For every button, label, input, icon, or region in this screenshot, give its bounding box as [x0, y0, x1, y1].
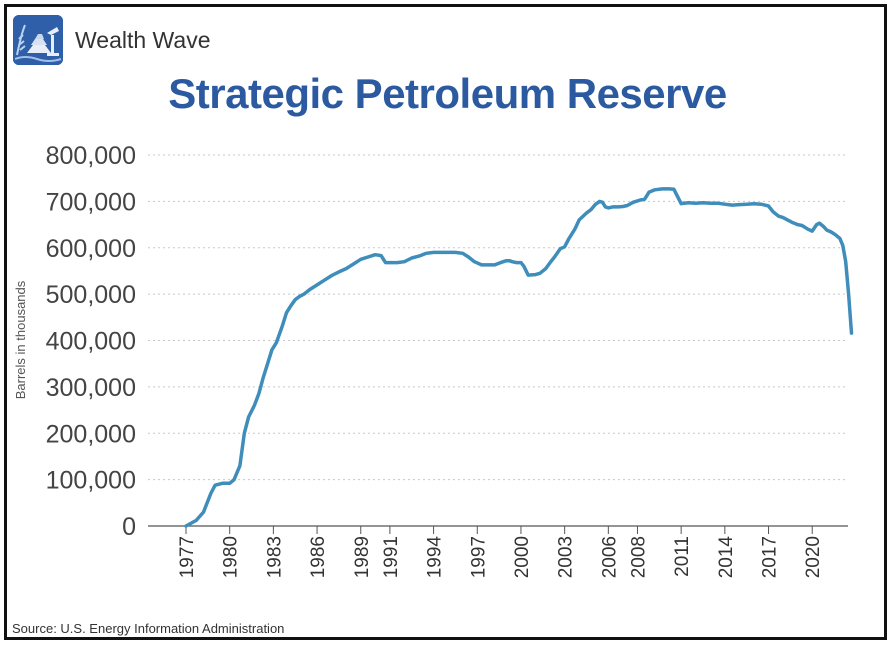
x-tick-label: 1977	[177, 536, 198, 578]
chart-title: Strategic Petroleum Reserve	[168, 70, 727, 117]
y-tick-label: 700,000	[46, 188, 136, 216]
y-tick-label: 200,000	[46, 420, 136, 448]
y-tick-label: 500,000	[46, 281, 136, 309]
x-tick-label: 1980	[221, 536, 242, 578]
x-axis-ticks: 1977 1980 1983 1986 1989 1991 1994 1997 2000 2003…	[177, 526, 824, 578]
x-tick-label: 2003	[556, 536, 577, 578]
y-tick-label: 100,000	[46, 467, 136, 495]
y-tick-label: 300,000	[46, 374, 136, 402]
x-tick-label: 1989	[352, 536, 373, 578]
source-note: Source: U.S. Energy Information Administ…	[12, 621, 285, 636]
x-tick-label: 2014	[716, 536, 737, 579]
x-tick-label: 2000	[512, 536, 533, 578]
x-tick-label: 2008	[628, 536, 649, 578]
x-tick-label: 1983	[264, 536, 285, 578]
x-tick-label: 2017	[760, 536, 781, 578]
wealth-wave-logo-icon	[13, 15, 63, 65]
y-tick-label: 600,000	[46, 235, 136, 263]
y-tick-label: 400,000	[46, 328, 136, 356]
x-tick-label: 1991	[381, 536, 402, 578]
brand: Wealth Wave	[13, 14, 211, 66]
grid-lines	[148, 154, 848, 481]
x-tick-label: 1986	[308, 536, 329, 578]
x-tick-label: 2006	[599, 536, 620, 578]
chart-frame	[4, 4, 887, 640]
y-tick-label: 800,000	[46, 142, 136, 170]
y-axis-ticks: 0 100,000 200,000 300,000 400,000 500,000 600,…	[46, 142, 136, 541]
x-tick-label: 1994	[425, 536, 446, 579]
brand-name: Wealth Wave	[75, 26, 211, 53]
y-tick-label: 0	[122, 513, 136, 541]
y-axis-label: Barrels in thousands	[13, 280, 28, 399]
series-line	[184, 187, 854, 528]
x-tick-label: 2020	[803, 536, 824, 578]
x-tick-label: 1997	[468, 536, 489, 578]
x-tick-label: 2011	[672, 536, 693, 577]
